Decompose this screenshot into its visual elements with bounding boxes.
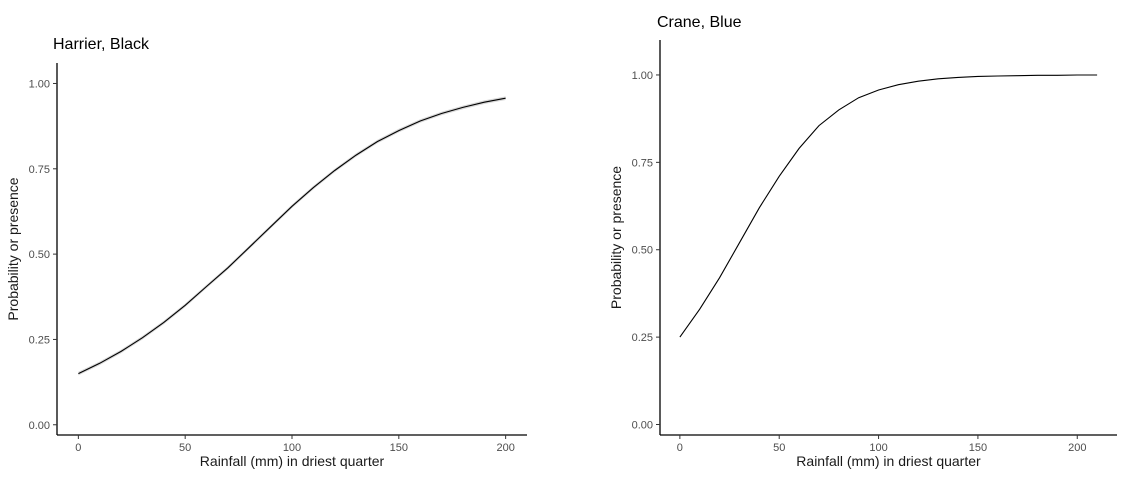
chart-title: Crane, Blue <box>657 14 742 31</box>
y-tick-label: 0.00 <box>29 420 50 432</box>
chart-title: Harrier, Black <box>53 36 150 53</box>
x-tick-label: 50 <box>773 442 785 454</box>
y-axis-label: Probability or presence <box>5 177 21 320</box>
confidence-ribbon <box>78 96 506 376</box>
chart-panel-2: Crane, Blue 0 50 100 150 200 0.00 0.25 0.50 0.75 1… <box>608 14 1117 469</box>
y-tick-label: 1.00 <box>29 78 50 90</box>
y-tick-label: 0.25 <box>632 332 653 344</box>
x-tick-label: 200 <box>1068 442 1086 454</box>
x-tick-label: 150 <box>390 442 408 454</box>
y-tick-label: 0.50 <box>632 245 653 257</box>
y-tick-label: 0.75 <box>29 164 50 176</box>
x-axis-label: Rainfall (mm) in driest quarter <box>796 453 981 469</box>
series-line <box>679 74 1098 338</box>
y-axis-label: Probability or presence <box>608 166 624 309</box>
y-tick-label: 0.50 <box>29 249 50 261</box>
y-tick-label: 1.00 <box>632 70 653 82</box>
x-tick-label: 150 <box>969 442 987 454</box>
y-tick-label: 0.75 <box>632 157 653 169</box>
x-tick-label: 100 <box>869 442 887 454</box>
x-tick-label: 100 <box>283 442 301 454</box>
x-tick-label: 0 <box>75 442 81 454</box>
chart-panel-1: Harrier, Black 0 50 100 150 200 0.00 0.25 0.50 0.… <box>5 36 527 469</box>
y-tick-label: 0.00 <box>632 420 653 432</box>
x-axis-label: Rainfall (mm) in driest quarter <box>200 453 385 469</box>
x-tick-label: 0 <box>677 442 683 454</box>
x-tick-label: 50 <box>179 442 191 454</box>
series-line <box>78 97 506 375</box>
y-tick-label: 0.25 <box>29 334 50 346</box>
x-tick-label: 200 <box>496 442 514 454</box>
